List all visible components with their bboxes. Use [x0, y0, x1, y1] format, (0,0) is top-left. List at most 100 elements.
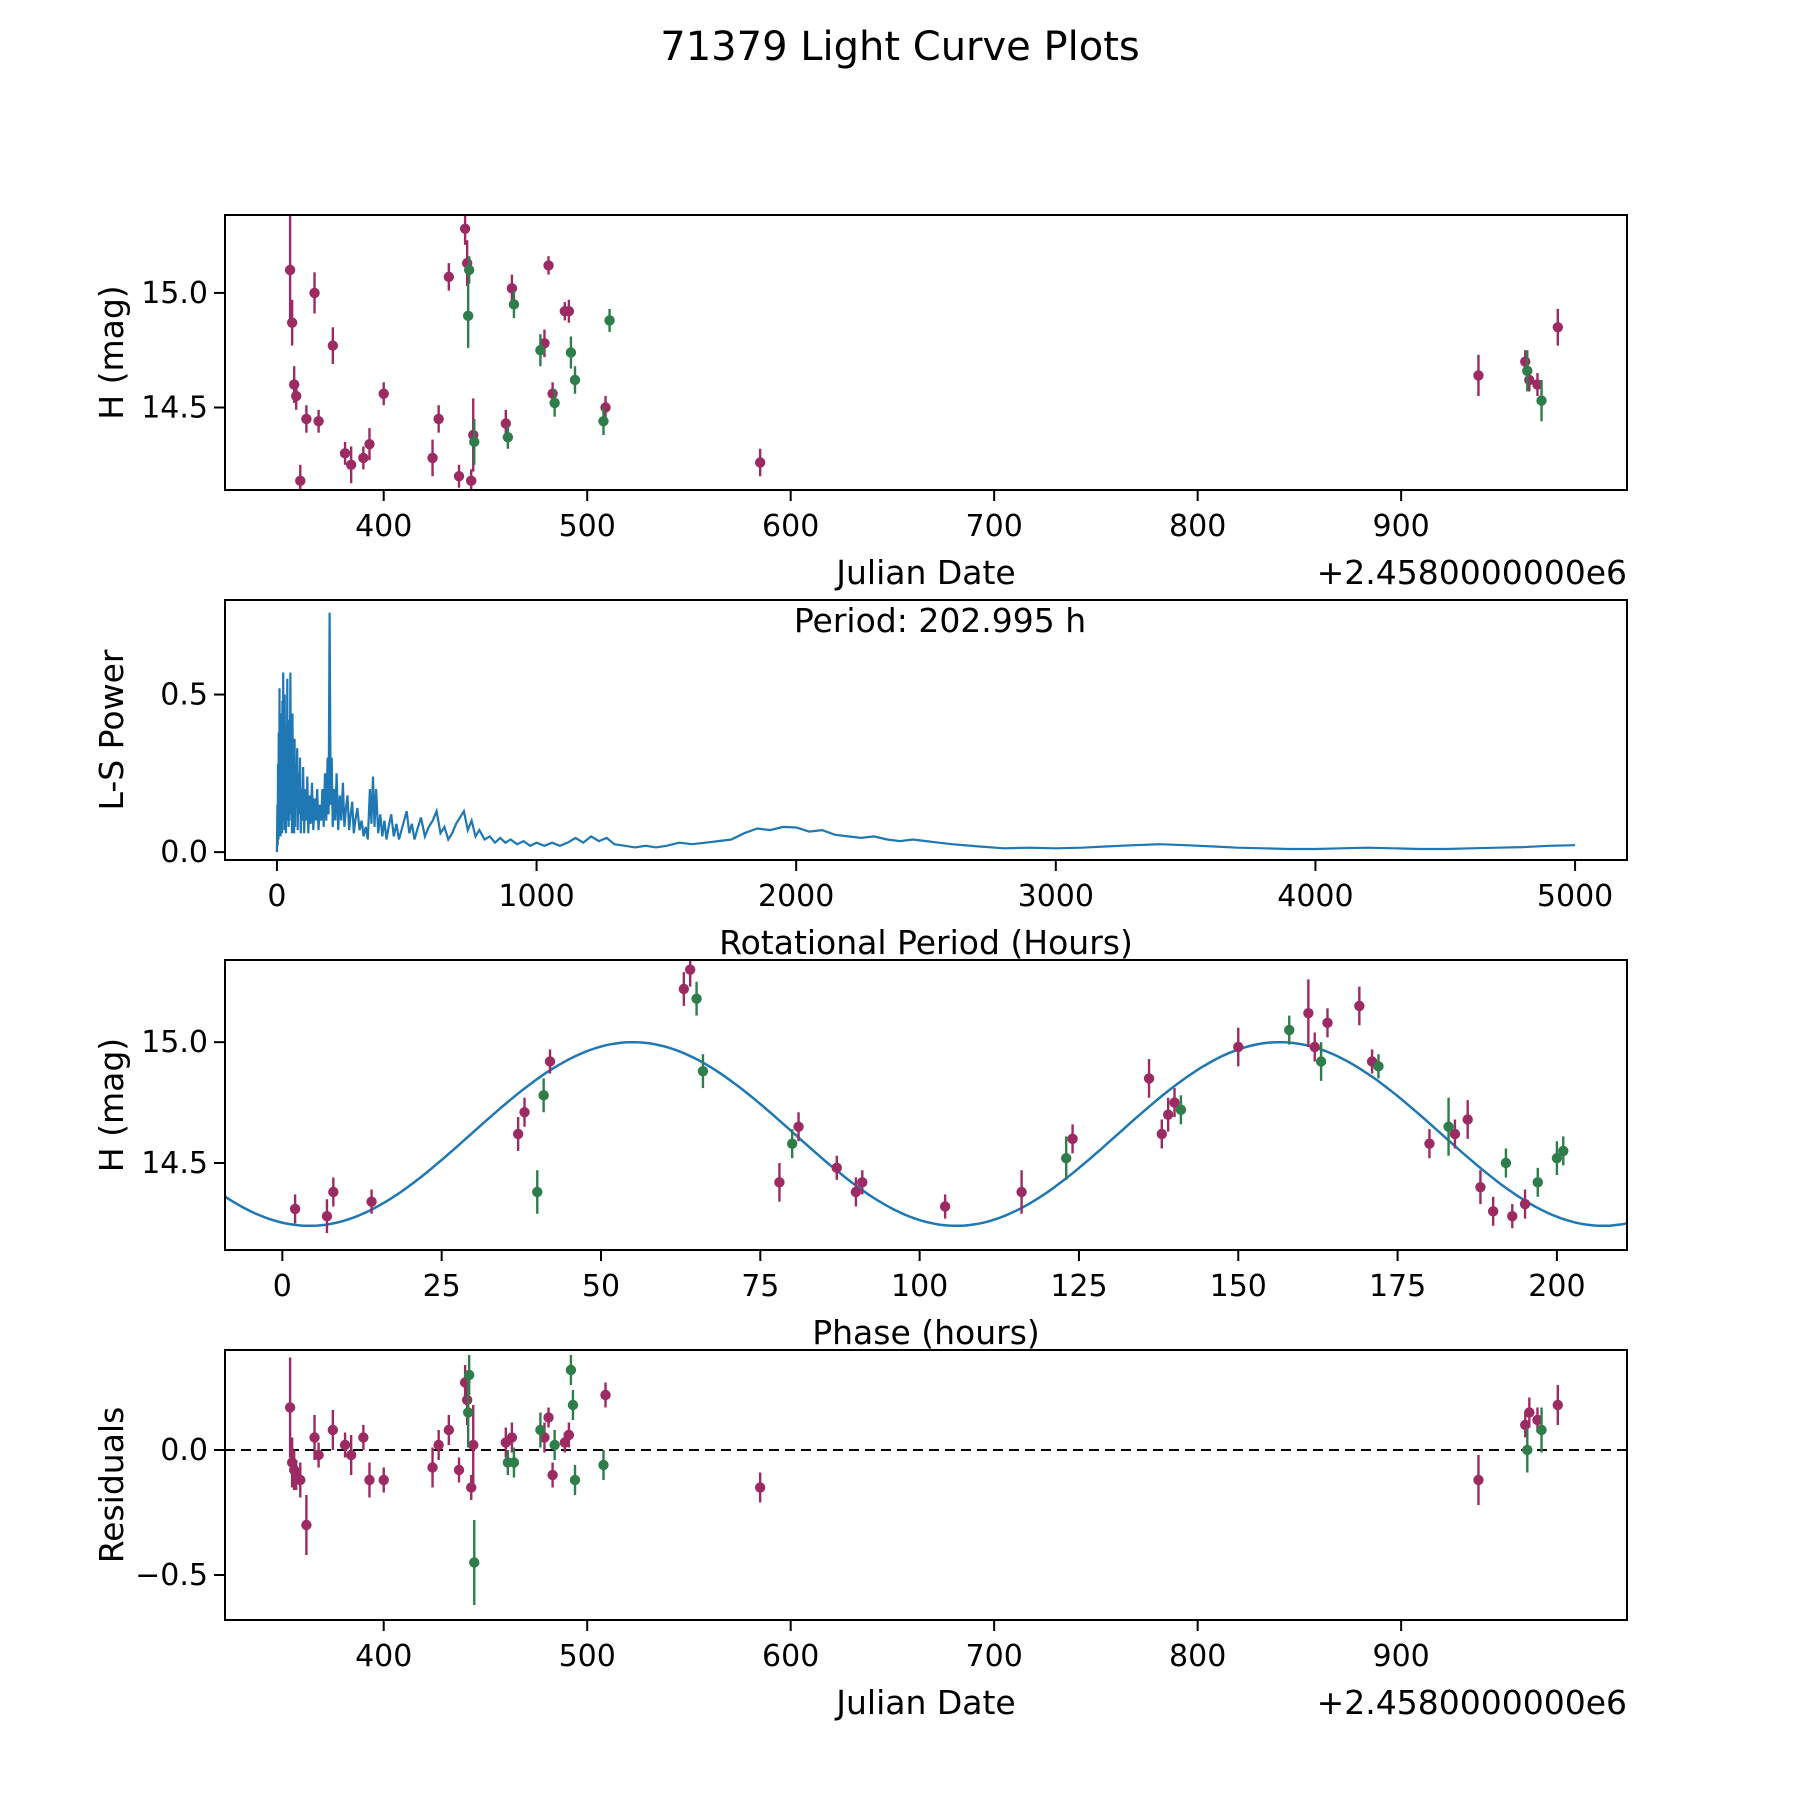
residuals-series-apparition-2	[462, 1355, 1547, 1605]
data-point	[378, 1474, 389, 1486]
x-tick-label: 800	[1169, 509, 1226, 544]
data-point	[453, 471, 465, 482]
panel-phase: 0 25 50 75 100 125 150 175 200 14.5 15.0 Phase (hou…	[92, 959, 1628, 1352]
x-tick-label: 600	[762, 1639, 819, 1674]
data-point	[1532, 379, 1543, 390]
data-point	[1522, 365, 1533, 377]
data-point	[563, 1429, 575, 1441]
data-point	[535, 1424, 546, 1436]
data-point	[547, 388, 558, 399]
data-point	[453, 1464, 465, 1476]
data-point	[364, 438, 375, 450]
data-point	[535, 345, 546, 356]
data-point	[532, 1186, 543, 1198]
periodogram-x-axis-label: Rotational Period (Hours)	[719, 923, 1133, 962]
x-tick-label: 800	[1169, 1639, 1226, 1674]
data-point	[1475, 1181, 1486, 1193]
y-tick-label: 14.5	[141, 391, 208, 426]
x-tick-label: 900	[1373, 509, 1430, 544]
data-point	[600, 402, 611, 413]
data-point	[463, 264, 475, 276]
data-point	[366, 1196, 377, 1207]
data-point	[345, 459, 357, 470]
data-point	[1462, 1114, 1473, 1125]
periodogram-axes-box	[224, 599, 1628, 861]
lightcurve-series-apparition-2	[462, 256, 1547, 465]
data-point	[1067, 1133, 1078, 1145]
data-point	[328, 1186, 339, 1198]
data-point	[563, 306, 575, 317]
data-point	[1303, 1007, 1314, 1019]
x-tick-label: 75	[741, 1269, 779, 1304]
data-point	[1558, 1145, 1569, 1157]
phase-x-axis-label: Phase (hours)	[812, 1313, 1040, 1352]
data-point	[508, 1457, 520, 1468]
data-point	[939, 1201, 951, 1212]
data-point	[327, 340, 339, 351]
data-point	[1552, 1399, 1564, 1411]
data-point	[1061, 1152, 1072, 1164]
data-point	[697, 1065, 709, 1077]
data-point	[1524, 1407, 1535, 1418]
figure-title: 71379 Light Curve Plots	[660, 24, 1140, 70]
data-point	[1449, 1128, 1461, 1140]
data-point	[1536, 1424, 1547, 1436]
data-point	[427, 1462, 438, 1473]
data-point	[1532, 1177, 1543, 1188]
data-point	[786, 1138, 798, 1149]
data-point	[754, 457, 766, 468]
data-point	[339, 448, 351, 459]
data-point	[1522, 1444, 1533, 1456]
y-tick-label: 15.0	[141, 1025, 208, 1060]
lightcurve-x-offset-text: +2.4580000000e6	[1317, 553, 1627, 592]
data-point	[857, 1177, 868, 1188]
phase-plot-area	[225, 960, 1627, 1234]
data-point	[1552, 322, 1564, 333]
data-point	[433, 1439, 444, 1451]
data-point	[774, 1177, 785, 1188]
x-tick-label: 25	[423, 1269, 461, 1304]
lightcurve-y-axis-label: H (mag)	[92, 285, 131, 419]
x-tick-label: 400	[355, 509, 412, 544]
data-point	[462, 1407, 474, 1418]
residuals-y-axis-label: Residuals	[92, 1407, 131, 1564]
data-point	[309, 287, 320, 299]
data-point	[459, 223, 471, 234]
y-tick-label: −0.5	[135, 1558, 208, 1593]
period-annotation: Period: 202.995 h	[794, 601, 1086, 640]
phase-series-apparition-1	[289, 960, 1531, 1234]
data-point	[301, 413, 312, 425]
data-point	[466, 1482, 477, 1493]
lightcurve-series-apparition-1	[284, 215, 1564, 490]
data-point	[1233, 1041, 1244, 1053]
x-tick-label: 600	[762, 509, 819, 544]
data-point	[313, 1449, 324, 1461]
data-point	[1532, 1414, 1543, 1426]
data-point	[364, 1474, 375, 1486]
data-point	[831, 1162, 842, 1174]
data-point	[598, 1459, 609, 1471]
data-point	[468, 1439, 479, 1451]
data-point	[345, 1449, 357, 1461]
x-tick-label: 700	[966, 1639, 1023, 1674]
data-point	[1284, 1024, 1295, 1036]
x-tick-label: 900	[1373, 1639, 1430, 1674]
data-point	[378, 388, 389, 399]
data-point	[500, 418, 512, 429]
panel-residuals: 400 500 600 700 800 900 −0.5 0.0 Julian Date Resi…	[92, 1349, 1628, 1722]
x-tick-label: 1000	[498, 879, 574, 914]
data-point	[567, 1399, 579, 1411]
data-point	[569, 1474, 581, 1486]
data-point	[1536, 395, 1547, 406]
model-curve	[225, 1040, 1627, 1228]
y-tick-label: 0.0	[160, 1433, 208, 1468]
data-point	[295, 475, 306, 487]
data-point	[291, 390, 302, 402]
x-tick-label: 5000	[1537, 879, 1613, 914]
data-point	[427, 452, 438, 464]
data-point	[685, 964, 696, 975]
x-tick-label: 150	[1210, 1269, 1267, 1304]
data-point	[1309, 1041, 1320, 1053]
data-point	[463, 1369, 475, 1381]
data-point	[538, 1090, 549, 1101]
